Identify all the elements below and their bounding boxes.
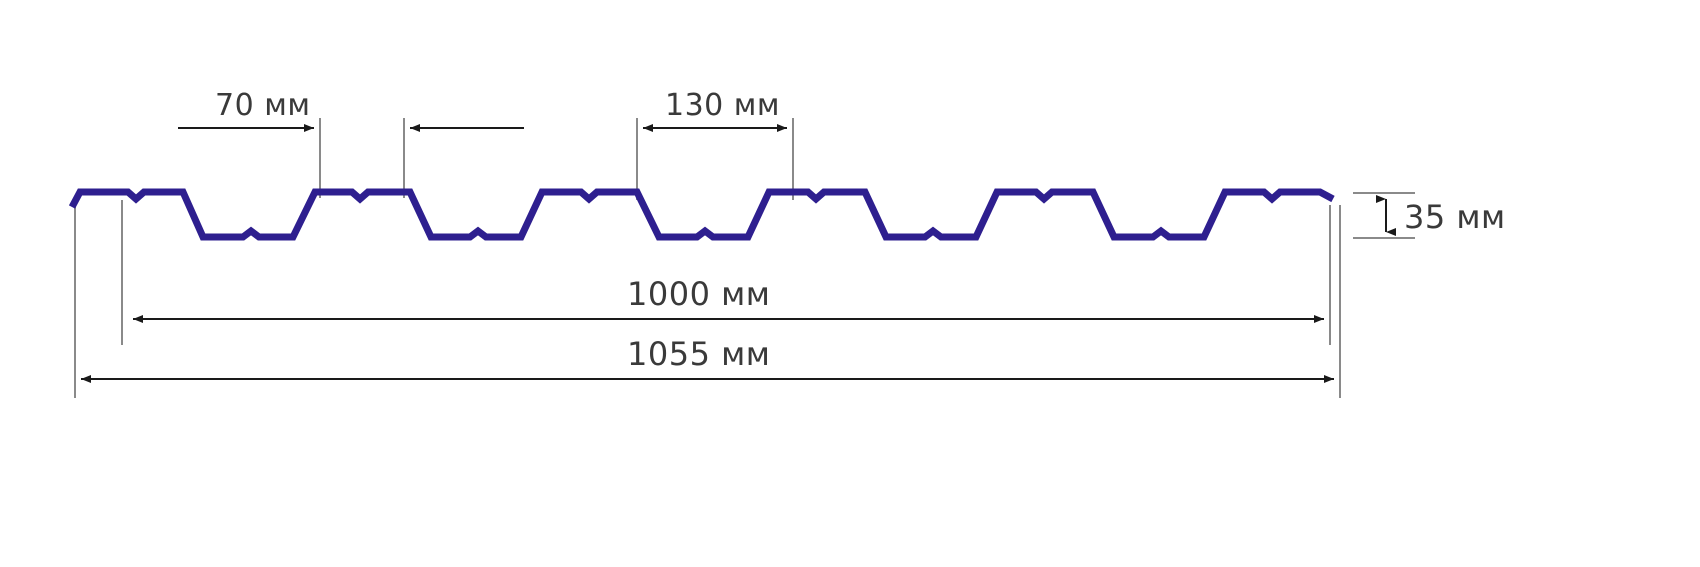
dimension-70mm-label: 70 мм (215, 88, 310, 123)
dimension-1055mm: 1055 мм (81, 335, 1334, 383)
dimension-1000mm-label: 1000 мм (627, 275, 770, 313)
dimension-1055mm-label: 1055 мм (627, 335, 770, 373)
dimension-1000mm: 1000 мм (133, 275, 1324, 323)
dimension-130mm: 130 мм (643, 88, 787, 132)
dimension-130mm-label: 130 мм (665, 88, 780, 123)
corrugated-sheet-profile (68, 188, 1335, 241)
dimension-35mm: 35 мм (1376, 195, 1506, 236)
dimension-35mm-label: 35 мм (1404, 198, 1506, 236)
dimension-70mm: 70 мм (178, 88, 314, 132)
extension-lines (74, 118, 1415, 398)
